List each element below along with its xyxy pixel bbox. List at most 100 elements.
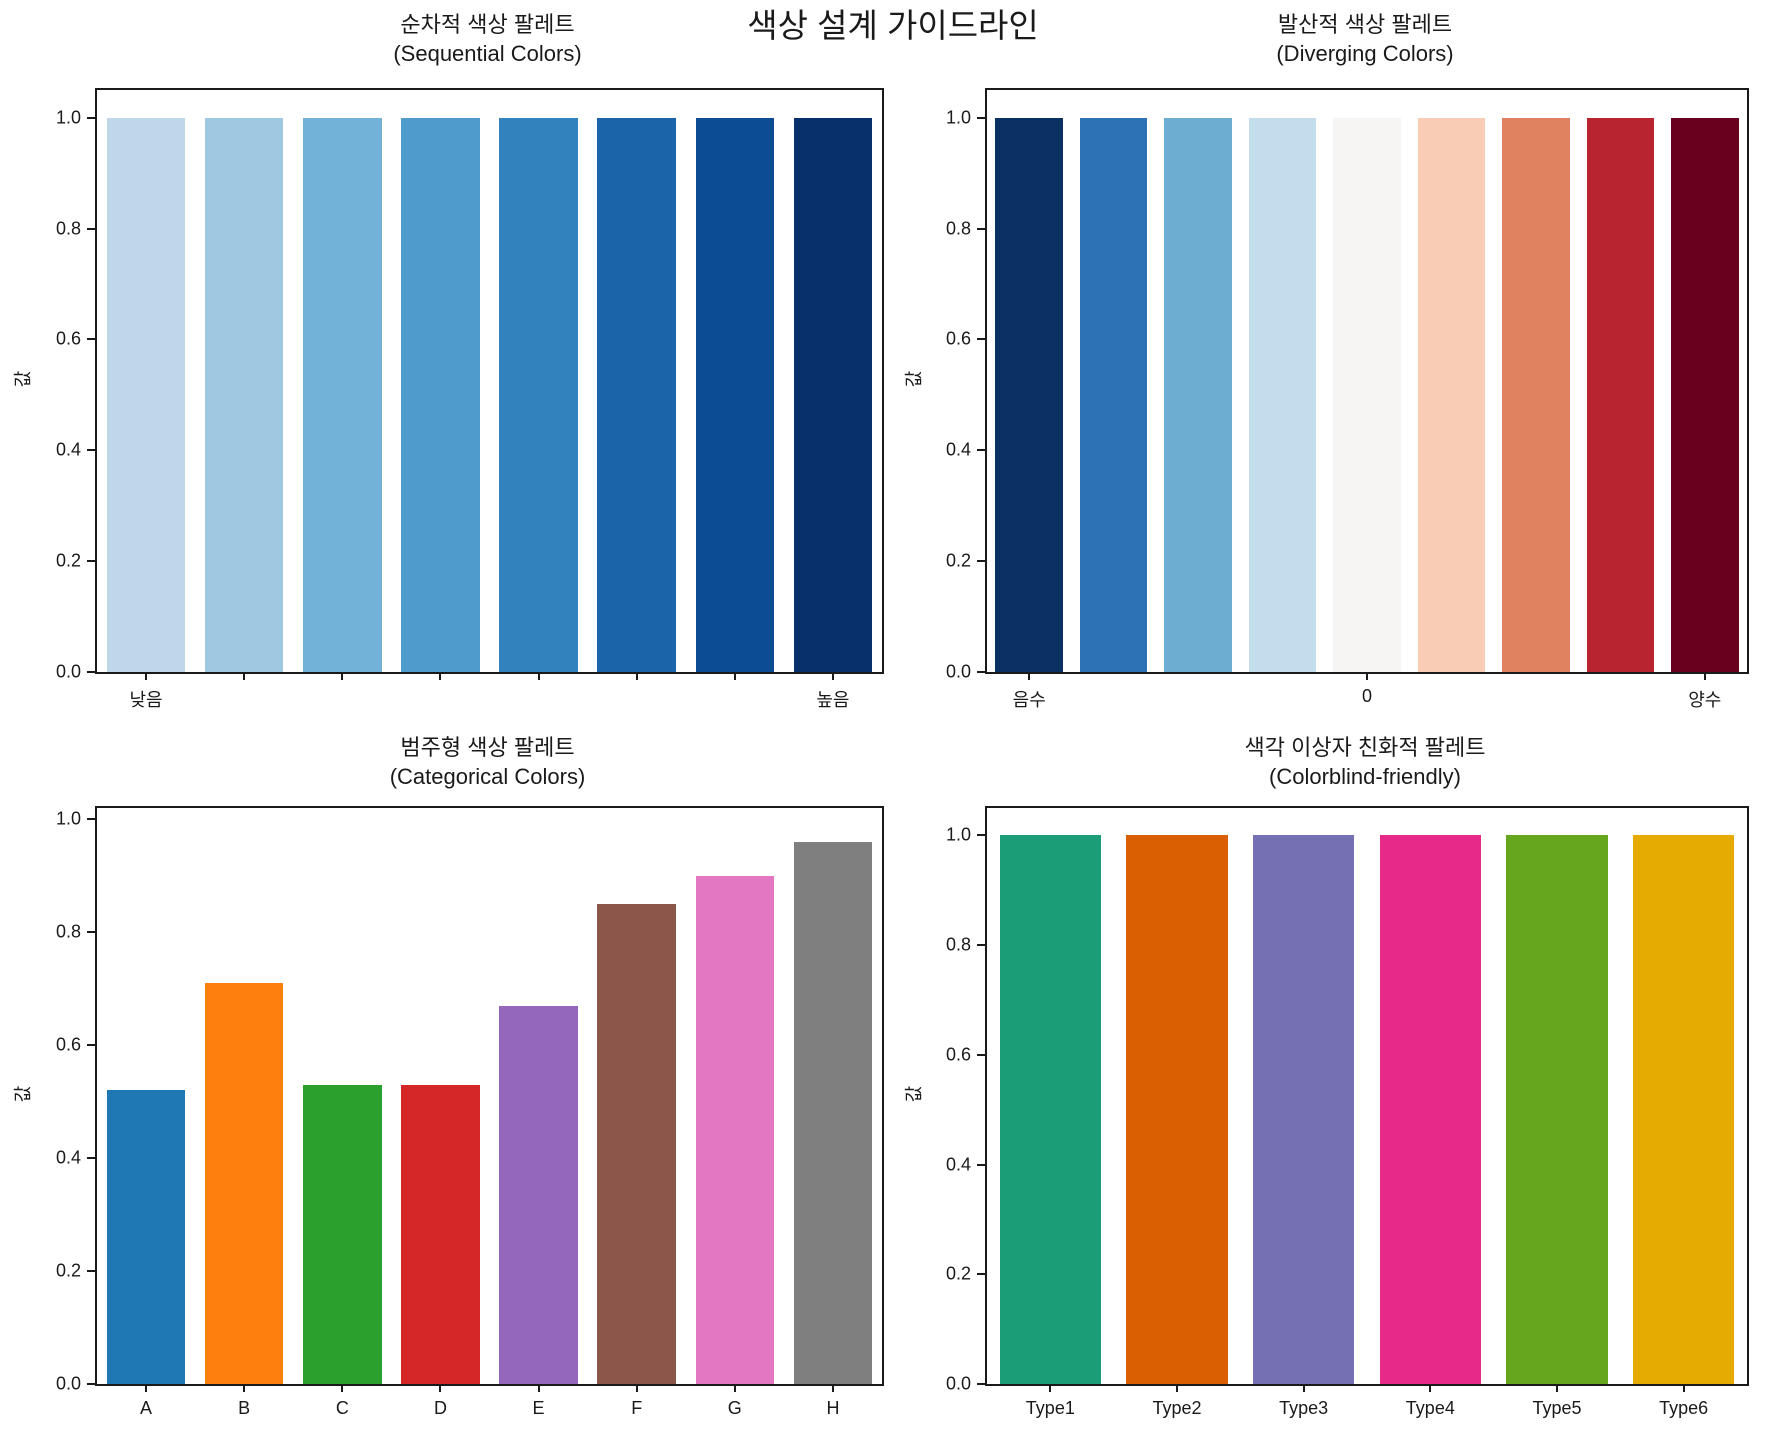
- y-tick-label: 1.0: [945, 107, 971, 128]
- x-tick-mark: [733, 672, 736, 680]
- y-tick-mark: [977, 1383, 985, 1385]
- bar: [499, 1005, 578, 1384]
- plot-area-colorblind: 0.0 0.2 0.4 0.6 0.8 1.0 Type1 Type2 Type3 Type4 Ty…: [946, 806, 1749, 1418]
- bar: [401, 117, 480, 672]
- y-tick-label: 0.4: [55, 439, 81, 460]
- y-tick-label: 0.0: [55, 661, 81, 682]
- x-tick-mark: [635, 1384, 638, 1392]
- y-tick-mark: [977, 1053, 985, 1056]
- subplot-title: 색각 이상자 친화적 팔레트 (Colorblind-friendly): [985, 733, 1745, 791]
- y-tick-mark: [977, 1273, 985, 1276]
- x-tick-mark: [439, 1384, 442, 1392]
- y-tick-mark: [87, 671, 95, 673]
- bar: [499, 117, 578, 672]
- y-tick-mark: [977, 116, 985, 119]
- x-tick-mark: [1302, 1384, 1305, 1392]
- y-tick-label: 0.0: [55, 1373, 81, 1394]
- y-axis-label: 값: [13, 1085, 33, 1103]
- y-tick-label: 0.0: [945, 1373, 971, 1394]
- x-tick-mark: [1366, 672, 1368, 680]
- subplot-title-english: (Categorical Colors): [389, 764, 586, 789]
- x-tick-mark: [243, 672, 246, 680]
- y-tick-mark: [977, 944, 985, 947]
- bar: [597, 117, 676, 672]
- y-tick-mark: [87, 931, 95, 934]
- y-tick-mark: [977, 1163, 985, 1166]
- y-tick-mark: [87, 116, 95, 119]
- x-tick-label: Type5: [1532, 1398, 1582, 1418]
- bar: [1417, 117, 1486, 672]
- bar: [995, 117, 1063, 672]
- x-tick-label: D: [433, 1398, 447, 1418]
- x-tick-label: F: [631, 1398, 643, 1418]
- bar: [204, 983, 284, 1384]
- bar: [695, 117, 775, 672]
- x-tick-mark: [1176, 1384, 1178, 1392]
- y-tick-label: 0.6: [945, 328, 971, 349]
- y-tick-label: 0.6: [55, 1034, 81, 1055]
- y-tick-label: 0.8: [945, 934, 971, 955]
- y-tick-label: 0.8: [55, 921, 81, 942]
- bar: [1248, 117, 1317, 672]
- y-tick-label: 0.2: [945, 1263, 971, 1284]
- y-tick-mark: [87, 1157, 95, 1160]
- x-tick-mark: [341, 672, 344, 680]
- subplot-title-korean: 순차적 색상 팔레트: [400, 12, 575, 37]
- bar: [401, 1084, 480, 1384]
- x-tick-mark: [831, 1384, 834, 1392]
- y-tick-mark: [87, 449, 95, 452]
- x-tick-label: Type6: [1659, 1398, 1709, 1418]
- y-tick-mark: [87, 338, 95, 341]
- y-tick-label: 0.2: [945, 550, 971, 571]
- y-tick-label: 0.6: [55, 328, 81, 349]
- subplot-title: 범주형 색상 팔레트 (Categorical Colors): [95, 733, 880, 791]
- y-tick-label: 1.0: [55, 107, 81, 128]
- x-tick-mark: [145, 1384, 148, 1392]
- subplot-title-english: (Colorblind-friendly): [1269, 764, 1461, 789]
- y-tick-label: 0.4: [945, 439, 971, 460]
- y-tick-label: 0.8: [55, 218, 81, 239]
- x-tick-label: Type3: [1279, 1398, 1329, 1418]
- x-tick-label: G: [727, 1398, 742, 1418]
- y-tick-label: 0.0: [945, 661, 971, 682]
- x-tick-label: C: [335, 1398, 349, 1418]
- bar: [1502, 117, 1570, 672]
- y-tick-label: 1.0: [55, 808, 81, 829]
- y-tick-mark: [977, 338, 985, 341]
- bar: [303, 1084, 382, 1384]
- y-axis-label: 값: [904, 1085, 924, 1103]
- x-tick-label: A: [140, 1398, 153, 1418]
- y-tick-label: 0.2: [55, 550, 81, 571]
- bar: [999, 835, 1101, 1384]
- y-tick-mark: [977, 449, 985, 452]
- subplot-categorical: 범주형 색상 팔레트 (Categorical Colors) 값 0.0 0.2…: [0, 717, 893, 1433]
- subplot-title-korean: 범주형 색상 팔레트: [400, 735, 575, 760]
- plot-area-diverging: 0.0 0.2 0.4 0.6 0.8 1.0 음수 0 양수: [946, 88, 1749, 710]
- y-tick-label: 1.0: [945, 824, 971, 845]
- subplot-title: 순차적 색상 팔레트 (Sequential Colors): [95, 10, 880, 68]
- bar: [303, 117, 382, 672]
- y-tick-mark: [87, 1383, 95, 1385]
- x-tick-mark: [1556, 1384, 1558, 1392]
- x-tick-label: B: [238, 1398, 251, 1418]
- x-tick-mark: [733, 1384, 736, 1392]
- x-tick-mark: [1049, 1384, 1052, 1392]
- x-tick-label: 음수: [1012, 690, 1046, 710]
- bar: [1586, 117, 1655, 672]
- x-tick-mark: [145, 672, 148, 680]
- x-tick-mark: [1028, 672, 1031, 680]
- subplot-colorblind: 색각 이상자 친화적 팔레트 (Colorblind-friendly) 값 0…: [893, 717, 1786, 1433]
- subplot-title-english: (Diverging Colors): [1276, 41, 1454, 66]
- bar: [1079, 117, 1148, 672]
- bar: [793, 117, 873, 672]
- y-tick-mark: [977, 834, 985, 837]
- bar: [597, 904, 676, 1384]
- bar: [1253, 835, 1355, 1384]
- plot-area-categorical: 0.0 0.2 0.4 0.6 0.8 1.0 A B C D E F G H: [56, 806, 884, 1418]
- y-tick-label: 0.2: [55, 1260, 81, 1281]
- x-tick-label: Type1: [1025, 1398, 1075, 1418]
- x-tick-mark: [243, 1384, 246, 1392]
- figure-title: 색상 설계 가이드라인: [747, 7, 1039, 44]
- plot-area-sequential: 0.0 0.2 0.4 0.6 0.8 1.0 낮음 높음: [56, 88, 884, 710]
